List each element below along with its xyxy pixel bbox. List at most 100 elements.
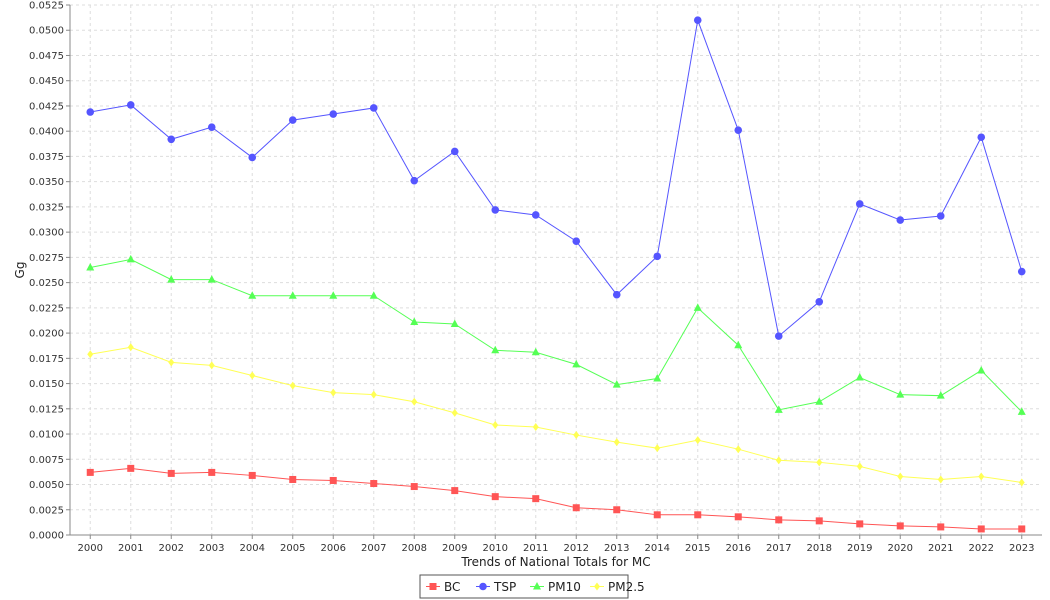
data-point-pm25: [654, 444, 661, 453]
y-tick-label: 0.0375: [29, 152, 64, 163]
y-tick-label: 0.0150: [29, 379, 64, 390]
series-pm25: [87, 343, 1025, 487]
data-point-pm25: [330, 388, 337, 397]
data-point-tsp: [815, 298, 824, 306]
data-point-pm25: [694, 436, 701, 445]
data-point-pm25: [127, 343, 134, 352]
data-point-tsp: [329, 110, 338, 118]
x-tick-label: 2006: [321, 543, 346, 554]
data-point-pm25: [249, 371, 256, 380]
data-point-pm10: [126, 254, 135, 263]
data-point-tsp: [572, 237, 581, 246]
series-tsp: [86, 16, 1026, 340]
data-point-pm10: [531, 347, 540, 356]
data-point-pm10: [855, 373, 864, 381]
data-point-pm25: [856, 462, 863, 471]
data-point-pm10: [572, 359, 581, 368]
y-tick-label: 0.0300: [29, 228, 64, 239]
series-line-pm10: [90, 258, 1023, 413]
data-point-pm25: [208, 361, 215, 370]
axes: [69, 5, 1042, 536]
data-point-bc: [127, 464, 135, 472]
x-tick-label: 2002: [159, 543, 184, 554]
series-line-pm25: [90, 346, 1022, 483]
legend-marker-bc: [429, 583, 437, 590]
x-tick-label: 2015: [685, 543, 710, 554]
data-point-bc: [167, 469, 175, 477]
legend-marker-pm10: [533, 582, 541, 590]
data-point-bc: [734, 513, 742, 521]
y-tick-label: 0.0475: [29, 51, 64, 62]
data-point-bc: [977, 525, 985, 533]
data-point-pm25: [816, 458, 823, 467]
legend-item-tsp: TSP: [476, 580, 516, 594]
x-tick-label: 2003: [199, 543, 224, 554]
data-point-tsp: [774, 332, 783, 340]
data-point-pm25: [937, 475, 944, 484]
data-point-pm10: [693, 303, 702, 311]
data-point-pm10: [936, 391, 945, 399]
y-tick-label: 0.0425: [29, 101, 64, 112]
data-point-bc: [248, 471, 256, 479]
data-point-bc: [937, 523, 945, 531]
legend-label-bc: BC: [444, 580, 460, 594]
data-point-tsp: [126, 101, 135, 109]
data-point-pm10: [207, 275, 216, 283]
y-tick-label: 0.0175: [29, 354, 64, 365]
data-point-pm25: [1018, 478, 1025, 487]
data-point-tsp: [693, 16, 702, 24]
grid-lines: [70, 4, 1042, 536]
data-point-pm10: [410, 317, 419, 325]
legend-label-pm10: PM10: [548, 580, 581, 594]
x-tick-label: 2014: [645, 543, 670, 554]
data-point-pm25: [735, 445, 742, 454]
data-point-tsp: [896, 216, 905, 224]
y-tick-label: 0.0000: [29, 531, 64, 542]
y-tick-label: 0.0225: [29, 303, 64, 314]
x-tick-label: 2007: [361, 543, 386, 554]
data-point-tsp: [86, 108, 95, 116]
y-tick-label: 0.0400: [29, 127, 64, 138]
x-tick-label: 2004: [240, 543, 265, 554]
y-tick-label: 0.0050: [29, 480, 64, 491]
series-bc: [86, 464, 1026, 533]
x-tick-label: 2016: [726, 543, 751, 554]
data-point-bc: [694, 511, 702, 519]
y-tick-label: 0.0075: [29, 455, 64, 466]
data-point-bc: [815, 517, 823, 525]
data-point-pm25: [613, 438, 620, 447]
data-point-pm25: [573, 431, 580, 440]
data-point-pm25: [168, 358, 175, 367]
data-point-pm10: [86, 262, 95, 271]
legend-item-bc: BC: [426, 580, 460, 594]
legend-label-tsp: TSP: [493, 580, 516, 594]
x-tick-label: 2019: [847, 543, 872, 554]
series-line-bc: [90, 467, 1022, 530]
data-point-pm10: [734, 340, 743, 349]
data-point-bc: [451, 487, 459, 495]
data-point-pm25: [411, 397, 418, 406]
data-point-pm25: [451, 408, 458, 417]
data-point-bc: [532, 495, 540, 503]
legend-marker-tsp: [479, 582, 487, 591]
data-point-pm10: [167, 275, 176, 283]
legend-item-pm25: PM2.5: [590, 580, 645, 594]
legend: BC TSP PM10 PM2.5: [419, 574, 645, 599]
data-point-bc: [491, 493, 499, 501]
x-tick-label: 2021: [928, 543, 953, 554]
data-point-pm25: [775, 456, 782, 465]
x-tick-label: 2001: [118, 543, 143, 554]
data-point-bc: [86, 468, 94, 476]
data-point-bc: [289, 475, 297, 483]
data-point-pm25: [978, 472, 985, 481]
x-tick-label: 2020: [888, 543, 913, 554]
legend-item-pm10: PM10: [530, 580, 581, 594]
data-point-tsp: [207, 123, 216, 131]
y-tick-label: 0.0500: [29, 26, 64, 37]
data-point-tsp: [936, 212, 945, 220]
x-axis-ticks: 2000 2001 2002 2003 2004 2005 2006 2007 2008 2009…: [78, 535, 1034, 554]
data-point-tsp: [1017, 267, 1026, 276]
x-tick-label: 2000: [78, 543, 103, 554]
x-tick-label: 2009: [442, 543, 467, 554]
